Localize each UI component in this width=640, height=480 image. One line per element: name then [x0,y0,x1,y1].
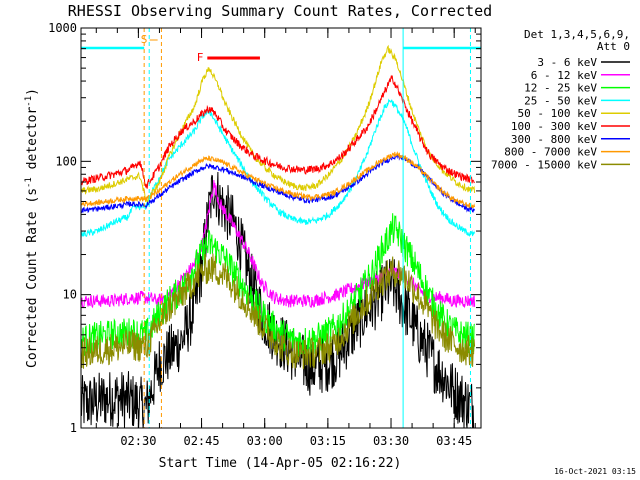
x-tick-label: 02:30 [120,434,156,448]
y-axis-label-sup2: -1 [24,96,34,107]
plot-area: F S 1 10 100 1000 02:30 02:45 03:00 03:15 03:30 03:… [48,21,482,448]
x-tick-label: 03:00 [247,434,283,448]
legend-entry-label: 100 - 300 keV [511,120,597,133]
x-tick-label: 03:45 [436,434,472,448]
y-axis-label-main: Corrected Count Rate (s [25,188,40,368]
legend-entry-label: 6 - 12 keV [531,69,598,82]
series-line-6 [80,74,475,189]
footer-date: 16-Oct-2021 03:15 [554,467,636,476]
y-axis-label-sup1: -1 [24,177,34,188]
flare-label: F [197,51,204,64]
legend-entry-label: 800 - 7000 keV [504,146,597,159]
legend-entry-label: 300 - 800 keV [511,133,597,146]
saa-label: S [141,33,148,46]
x-tick-label: 03:15 [310,434,346,448]
legend-entry-label: 50 - 100 keV [518,107,598,120]
series-line-9 [80,253,476,370]
y-axis-label: Corrected Count Rate (s-1 detector-1) [24,88,40,368]
x-tick-label: 02:45 [183,434,219,448]
y-axis-label-mid: detector [25,107,40,178]
legend-entry-label: 3 - 6 keV [537,56,597,69]
legend-entry-label: 12 - 25 keV [524,82,597,95]
legend-entry-label: 25 - 50 keV [524,94,597,107]
x-axis-label: Start Time (14-Apr-05 02:16:22) [159,456,402,471]
series-line-4 [80,98,476,239]
legend-header-attenuator: Att 0 [597,40,630,53]
y-tick-label: 1 [70,421,77,435]
y-tick-label: 10 [63,288,77,302]
y-axis-label-end: ) [25,88,40,96]
x-tick-label: 03:30 [373,434,409,448]
y-tick-label: 100 [55,154,77,168]
series-line-8 [80,151,476,209]
legend-entry-label: 7000 - 15000 keV [491,158,597,171]
legend-header-detectors: Det 1,3,4,5,6,9, [524,28,630,41]
chart-title: RHESSI Observing Summary Count Rates, Co… [68,2,492,20]
y-tick-label: 1000 [48,21,77,35]
plot-frame [80,27,482,429]
